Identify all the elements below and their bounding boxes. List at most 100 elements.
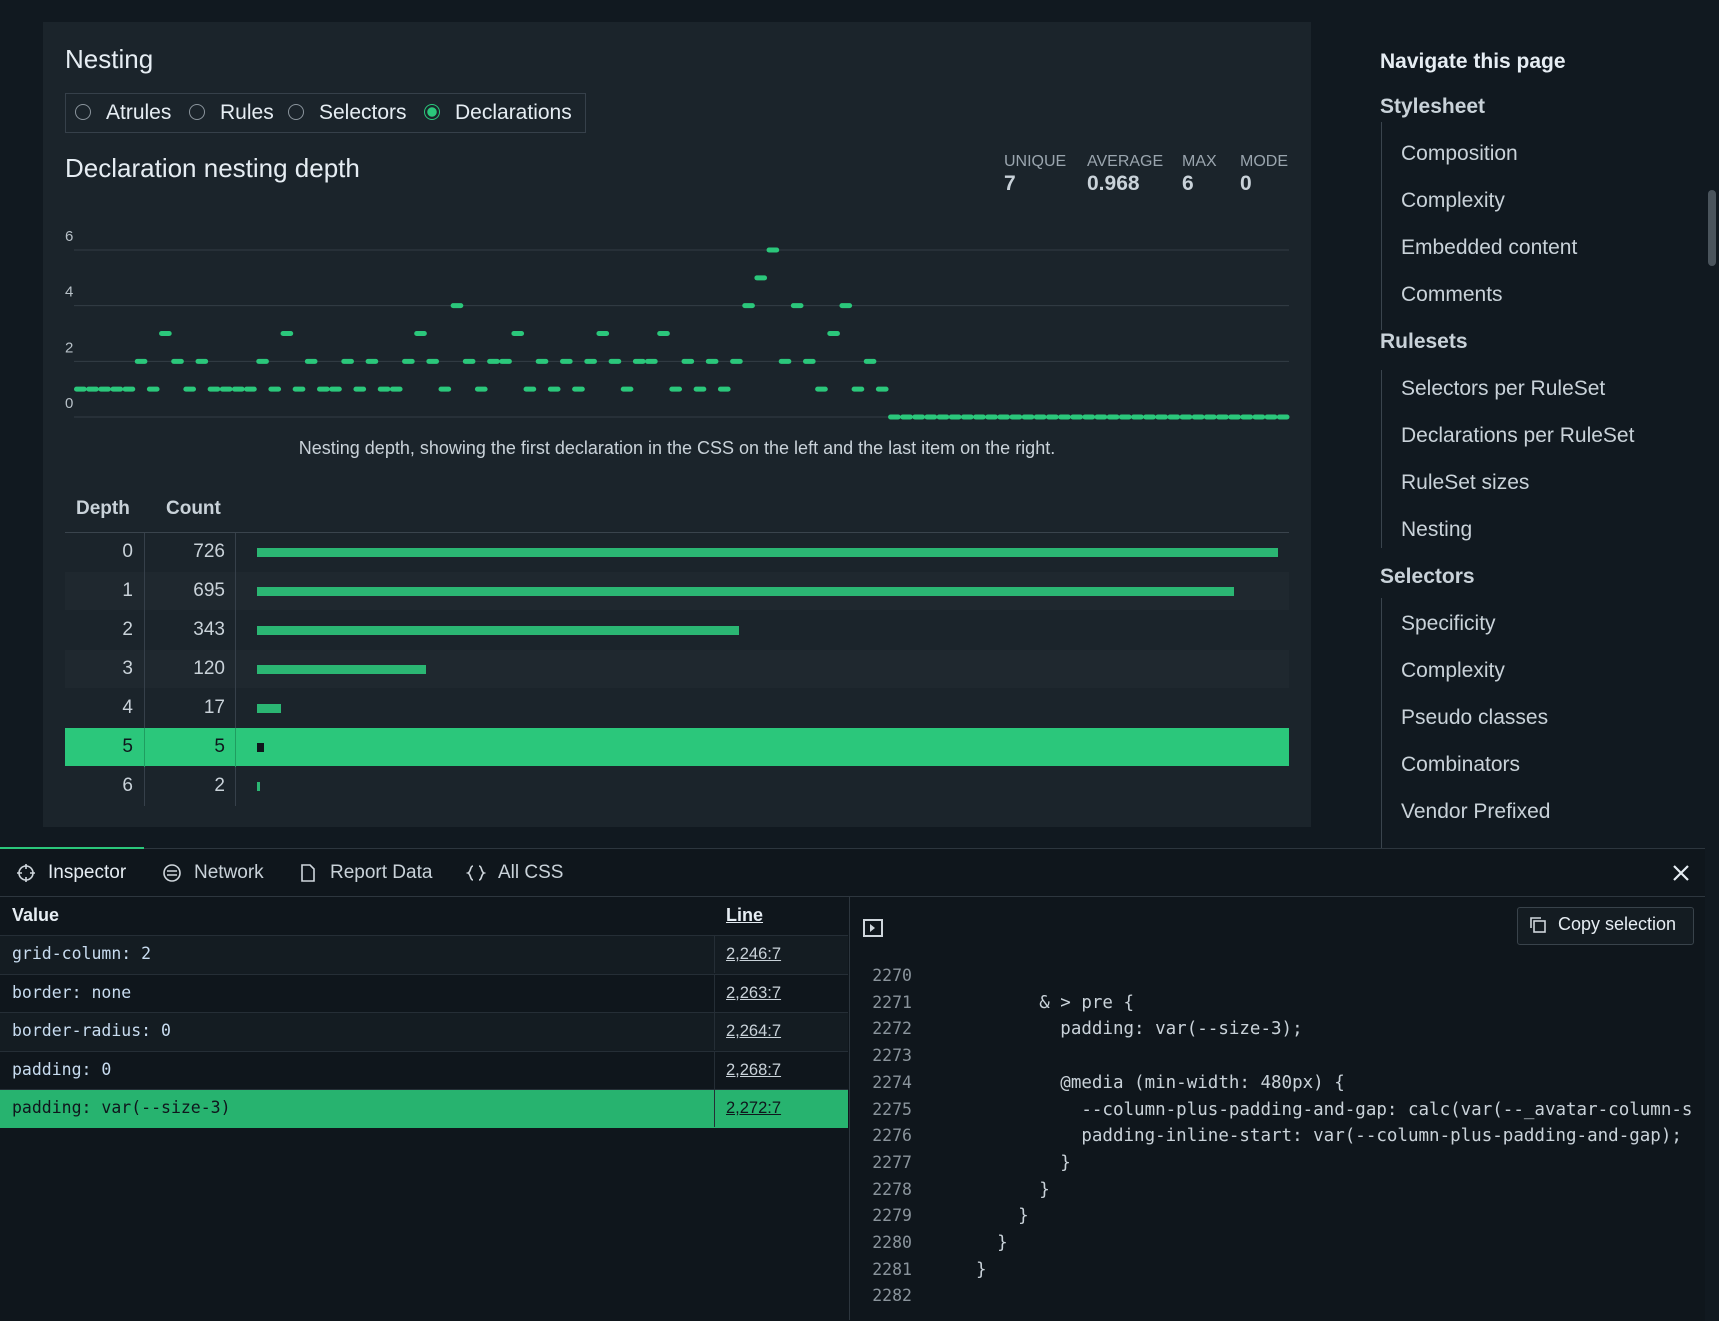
value-cell: border: none: [12, 983, 131, 1002]
dot: [463, 359, 476, 364]
code-line: }: [976, 1260, 1700, 1280]
code-line: padding-inline-start: var(--column-plus-…: [976, 1126, 1700, 1146]
dot: [524, 387, 537, 392]
dot: [827, 331, 840, 336]
th: Value: [12, 905, 59, 926]
nav-link[interactable]: Nesting: [1401, 518, 1472, 542]
nav-link[interactable]: Complexity: [1401, 189, 1505, 213]
dot: [815, 387, 828, 392]
dot: [621, 387, 634, 392]
dot: [414, 331, 427, 336]
col-border: [235, 611, 236, 650]
line-number: 2270: [860, 966, 912, 985]
count-bar: [257, 743, 264, 752]
dot: [1277, 415, 1290, 420]
th[interactable]: Line: [726, 905, 763, 926]
dot: [183, 387, 196, 392]
dot: [366, 359, 379, 364]
dot: [74, 387, 87, 392]
nav-link[interactable]: Selectors per RuleSet: [1401, 377, 1605, 401]
dot: [779, 359, 792, 364]
tab[interactable]: Network: [194, 862, 264, 884]
dot: [329, 387, 342, 392]
nav-link[interactable]: Pseudo classes: [1401, 706, 1548, 730]
dot: [1253, 415, 1266, 420]
line-number: 2271: [860, 993, 912, 1012]
code-line: }: [976, 1153, 1700, 1173]
line-number: 2272: [860, 1019, 912, 1038]
panel-toggle[interactable]: [862, 917, 884, 939]
line-number: 2278: [860, 1180, 912, 1199]
tab[interactable]: Inspector: [48, 862, 126, 884]
th: Depth: [76, 498, 130, 520]
nav-link[interactable]: Combinators: [1401, 753, 1520, 777]
line-link[interactable]: 2,263:7: [726, 984, 781, 1003]
nav-link[interactable]: Comments: [1401, 283, 1503, 307]
table-row: [65, 650, 1289, 688]
nav-link[interactable]: Complexity: [1401, 659, 1505, 683]
y-tick-label: 0: [65, 395, 73, 412]
nav-heading[interactable]: Rulesets: [1380, 330, 1468, 354]
th: Count: [166, 498, 221, 520]
dot: [402, 359, 415, 364]
dot: [1180, 415, 1193, 420]
col-border: [235, 572, 236, 611]
line-link[interactable]: 2,264:7: [726, 1022, 781, 1041]
col-border: [714, 935, 715, 973]
table-row: [65, 689, 1289, 727]
dot: [110, 387, 123, 392]
dot: [645, 359, 658, 364]
nav-link[interactable]: Declarations per RuleSet: [1401, 424, 1634, 448]
dot: [268, 387, 281, 392]
value-cell: padding: 0: [12, 1060, 111, 1079]
nav-heading[interactable]: Stylesheet: [1380, 95, 1485, 119]
tab-icon: [298, 863, 318, 883]
y-tick-label: 4: [65, 284, 73, 301]
dot: [609, 359, 622, 364]
line-link[interactable]: 2,272:7: [726, 1099, 781, 1118]
dot: [487, 359, 500, 364]
dot: [548, 387, 561, 392]
tab[interactable]: All CSS: [498, 862, 563, 884]
tab[interactable]: Report Data: [330, 862, 432, 884]
copy-icon: [1528, 915, 1548, 935]
line-link[interactable]: 2,268:7: [726, 1061, 781, 1080]
dot: [159, 331, 172, 336]
code-line: @media (min-width: 480px) {: [976, 1073, 1700, 1093]
nav-link[interactable]: Embedded content: [1401, 236, 1577, 260]
nav-heading[interactable]: Selectors: [1380, 565, 1475, 589]
dot: [499, 359, 512, 364]
active-tab-indicator: [0, 847, 144, 849]
dot: [1058, 415, 1071, 420]
col-border: [714, 1089, 715, 1127]
dot: [390, 387, 403, 392]
dot: [584, 359, 597, 364]
dot: [171, 359, 184, 364]
depth-cell: 2: [65, 619, 133, 641]
nav-link[interactable]: RuleSet sizes: [1401, 471, 1529, 495]
tab-bar-border: [0, 896, 1705, 897]
dot: [997, 415, 1010, 420]
panel-divider: [849, 897, 850, 1320]
close-button[interactable]: [1670, 862, 1692, 884]
row-bg: [0, 1051, 848, 1090]
line-link[interactable]: 2,246:7: [726, 945, 781, 964]
col-border: [235, 767, 236, 806]
nav-link[interactable]: Vendor Prefixed: [1401, 800, 1550, 824]
code-line: & > pre {: [976, 993, 1700, 1013]
dot: [511, 331, 524, 336]
dot: [147, 387, 160, 392]
code-line: padding: var(--size-3);: [976, 1019, 1700, 1039]
dot: [475, 387, 488, 392]
copy-button[interactable]: Copy selection: [1558, 914, 1676, 935]
count-cell: 726: [145, 541, 225, 563]
y-tick-label: 2: [65, 339, 73, 356]
dot: [439, 387, 452, 392]
dot: [1240, 415, 1253, 420]
dot: [1119, 415, 1132, 420]
nav-link[interactable]: Specificity: [1401, 612, 1496, 636]
nav-link[interactable]: Composition: [1401, 142, 1518, 166]
dot: [244, 387, 257, 392]
dot: [135, 359, 148, 364]
dot: [961, 415, 974, 420]
